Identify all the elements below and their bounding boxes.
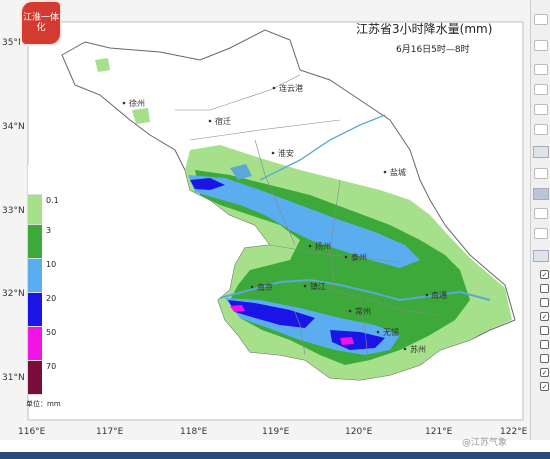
rain-70mm: [230, 305, 245, 312]
rain-50mm-north: [190, 178, 225, 190]
city-dot: [308, 244, 312, 248]
city-dot: [303, 284, 307, 288]
yangtze-river: [219, 278, 491, 302]
lon-label: 121°E: [425, 427, 453, 437]
logo: 江淮一体化: [22, 2, 60, 44]
legend-swatch: [28, 259, 42, 293]
watermark: @江苏气象: [462, 438, 508, 448]
city-dot: [376, 330, 380, 334]
checkbox-icon[interactable]: ✓: [540, 270, 549, 279]
lon-label: 122°E: [500, 427, 528, 437]
unit-label: 单位：mm: [26, 400, 61, 408]
rain-70mm-2: [340, 337, 354, 345]
prefecture-borders: [175, 74, 441, 361]
city-label: 镇江: [310, 281, 326, 291]
legend-label: 50: [46, 328, 57, 337]
legend-swatch: [28, 361, 42, 395]
legend-swatch: [28, 225, 42, 259]
city-label: 扬州: [315, 241, 331, 251]
city-label: 徐州: [129, 98, 145, 108]
panel-field[interactable]: [534, 104, 548, 115]
panel-tab[interactable]: [533, 146, 549, 158]
legend-swatch: [28, 195, 42, 225]
panel-field[interactable]: [534, 124, 548, 135]
city-label: 苏州: [410, 344, 426, 354]
checkbox-icon[interactable]: [540, 354, 549, 363]
panel-tab[interactable]: [533, 250, 549, 262]
legend-label: 3: [46, 226, 52, 235]
city-dot: [208, 119, 212, 123]
city-label: 南通: [431, 290, 447, 300]
city-label: 无锡: [383, 328, 399, 337]
city-label: 常州: [355, 307, 371, 316]
rain-50mm-south2: [330, 330, 385, 350]
city-label: 淮安: [278, 148, 294, 158]
panel-field[interactable]: [534, 84, 548, 95]
panel-tab[interactable]: [533, 188, 549, 200]
city-dot: [344, 255, 348, 259]
rain-3mm-west-patch: [132, 108, 150, 124]
city-label: 泰州: [351, 252, 367, 262]
city-dot: [122, 101, 126, 105]
lat-labels: 35°N 34°N 33°N 32°N 31°N: [2, 38, 25, 383]
canal: [259, 114, 386, 181]
checkbox-icon[interactable]: [540, 284, 549, 293]
map-title: 江苏省3小时降水量(mm): [356, 22, 493, 36]
legend-swatch: [28, 293, 42, 327]
lon-label: 118°E: [180, 427, 208, 437]
panel-field[interactable]: [534, 228, 548, 239]
checkbox-icon[interactable]: [540, 340, 549, 349]
legend-label: 10: [46, 260, 57, 269]
lat-label: 32°N: [2, 289, 25, 299]
lake-hongze: [230, 164, 252, 180]
city-dot: [271, 151, 275, 155]
lon-label: 120°E: [345, 427, 373, 437]
legend: 0.1 3 10 20 50 70: [28, 165, 59, 395]
city-dot: [403, 347, 407, 351]
map-frame: 116°E 117°E 118°E 119°E 120°E 121°E 122°…: [0, 0, 530, 440]
map-subtitle: 6月16日5时—8时: [396, 45, 470, 55]
city-dot: [383, 170, 387, 174]
lat-label: 33°N: [2, 206, 25, 216]
rain-3mm-north-patch: [95, 58, 110, 72]
rain-50mm-south: [228, 300, 315, 328]
city-label: 南京: [257, 282, 273, 292]
city-label: 盐城: [390, 167, 406, 177]
rain-20mm: [188, 175, 420, 268]
cities: 连云港 徐州 宿迁 淮安 盐城 扬州 泰州 镇江 南京 南通 常州 无锡 苏州: [122, 83, 447, 354]
panel-field[interactable]: [534, 14, 548, 25]
legend-label: 20: [46, 294, 57, 303]
city-dot: [250, 285, 254, 289]
legend-swatch: [28, 327, 42, 361]
rainfall-map: 116°E 117°E 118°E 119°E 120°E 121°E 122°…: [2, 21, 528, 437]
checkbox-icon[interactable]: [540, 298, 549, 307]
legend-label: 0.1: [46, 196, 59, 205]
panel-field[interactable]: [534, 40, 548, 51]
lat-label: 35°N: [2, 38, 25, 48]
legend-swatch: [28, 165, 42, 195]
checkbox-icon[interactable]: ✓: [540, 312, 549, 321]
panel-field[interactable]: [534, 168, 548, 179]
lat-label: 31°N: [2, 373, 25, 383]
lon-label: 117°E: [96, 427, 124, 437]
city-label: 连云港: [279, 83, 303, 93]
panel-field[interactable]: [534, 64, 548, 75]
checkbox-icon[interactable]: ✓: [540, 382, 549, 391]
city-dot: [272, 86, 276, 90]
checkbox-icon[interactable]: [540, 326, 549, 335]
lat-label: 34°N: [2, 122, 25, 132]
lon-label: 119°E: [262, 427, 290, 437]
city-dot: [348, 309, 352, 313]
legend-label: 70: [46, 362, 57, 371]
city-dot: [425, 293, 429, 297]
lon-label: 116°E: [18, 427, 46, 437]
right-panel: ✓ ✓ ✓ ✓: [530, 0, 550, 440]
panel-field[interactable]: [534, 208, 548, 219]
logo-text: 江淮一体化: [22, 13, 59, 33]
bottom-bar: [0, 452, 550, 459]
city-label: 宿迁: [215, 116, 231, 126]
checkbox-icon[interactable]: ✓: [540, 368, 549, 377]
lon-labels: 116°E 117°E 118°E 119°E 120°E 121°E 122°…: [18, 427, 528, 437]
